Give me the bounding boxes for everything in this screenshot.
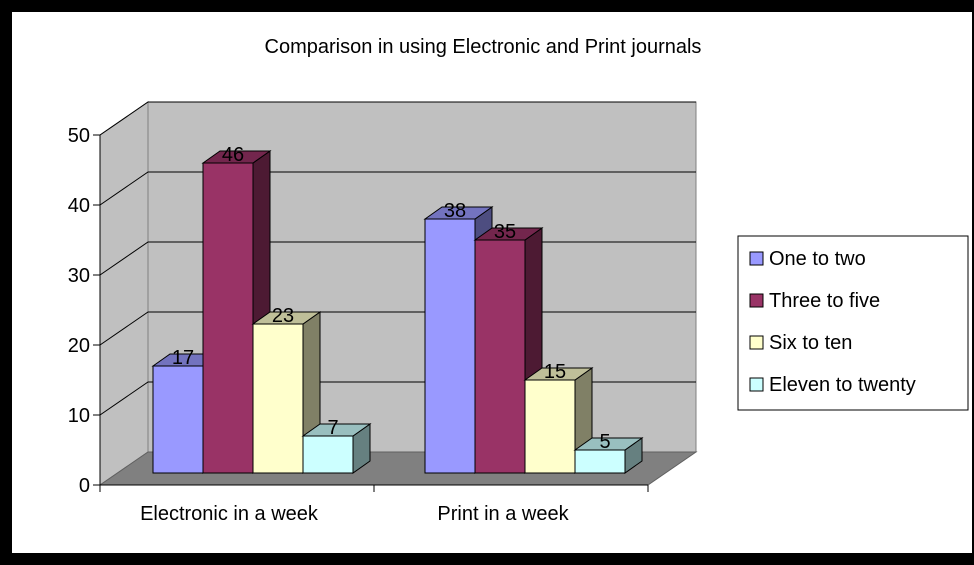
y-tick-label: 40 <box>68 195 90 217</box>
data-label: 23 <box>272 305 294 327</box>
bar-front <box>152 365 204 474</box>
y-tick-label: 30 <box>68 265 90 287</box>
bar-front <box>424 218 476 474</box>
data-label: 17 <box>172 347 194 369</box>
bar-front <box>302 435 354 474</box>
legend-swatch <box>749 335 764 350</box>
y-tick-label: 20 <box>68 335 90 357</box>
legend-label: Three to five <box>769 290 880 312</box>
x-tick-label: Print in a week <box>437 503 569 525</box>
legend-swatch <box>749 251 764 266</box>
bar-front <box>574 449 626 474</box>
x-tick-label: Electronic in a week <box>140 503 319 525</box>
legend-label: One to two <box>769 248 866 270</box>
legend-swatch <box>749 377 764 392</box>
bar-top <box>301 423 372 437</box>
legend-label: Eleven to twenty <box>769 374 916 396</box>
legend-box <box>737 235 969 411</box>
bar <box>573 437 644 474</box>
gridline <box>99 171 696 206</box>
bar-front <box>524 379 576 474</box>
bar-front <box>474 239 526 474</box>
chart-title: Comparison in using Electronic and Print… <box>265 36 702 58</box>
y-tick-label: 10 <box>68 405 90 427</box>
data-label: 46 <box>222 144 244 166</box>
legend-label: Six to ten <box>769 332 852 354</box>
bar <box>301 423 372 474</box>
legend: One to two Three to five Six to ten Eleven … <box>737 235 969 411</box>
bar <box>201 150 272 474</box>
data-label: 5 <box>599 431 610 453</box>
y-tick-label: 0 <box>79 475 90 497</box>
gridline <box>99 101 696 136</box>
data-label: 15 <box>544 361 566 383</box>
bar-top <box>201 150 272 164</box>
legend-swatch <box>749 293 764 308</box>
data-label: 38 <box>444 200 466 222</box>
bar-top <box>423 206 494 220</box>
bar-top <box>251 311 322 325</box>
plot-area: 0 10 20 30 40 50 Electronic in a week Print in … <box>68 101 698 525</box>
data-label: 35 <box>494 221 516 243</box>
bar-top <box>473 227 544 241</box>
y-tick-label: 50 <box>68 125 90 147</box>
bar-front <box>202 162 254 474</box>
side-wall <box>99 101 149 486</box>
bar-front <box>252 323 304 474</box>
bar-top <box>573 437 644 451</box>
bar-top <box>523 367 594 381</box>
data-label: 7 <box>327 417 338 439</box>
